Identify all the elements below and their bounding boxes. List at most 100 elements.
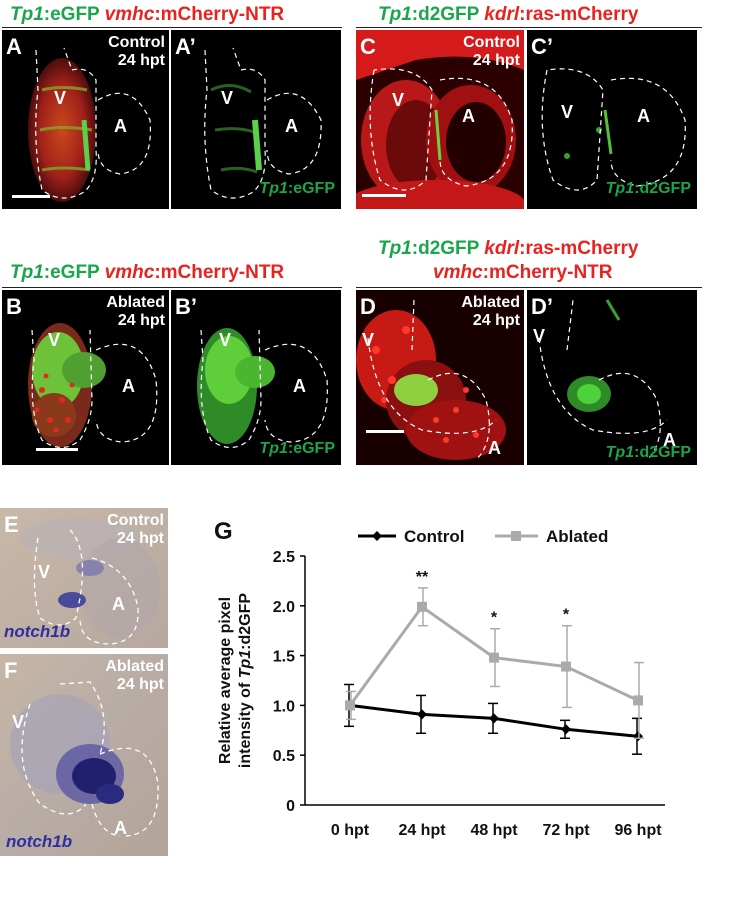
y-tick-label: 0.5 [273, 748, 295, 765]
y-axis-label: Relative average pixel [217, 597, 234, 764]
header-rule [356, 287, 702, 288]
panel-time: 24 hpt [117, 52, 165, 69]
line-chart: G 0 0.5 1.0 1.5 2.0 2.5 0 hpt 24 hpt 48 hpt 72 hpt… [214, 518, 665, 839]
panel-c-image [356, 30, 524, 209]
panel-letter: B [6, 294, 22, 319]
header-rule [356, 27, 702, 28]
scale-bar [12, 195, 50, 198]
significance-label: * [563, 607, 570, 624]
header-seg: Tp1 [10, 4, 44, 25]
panel-b-image [28, 323, 158, 449]
panel-time: 24 hpt [116, 530, 164, 547]
reporter-label: Tp1:d2GFP [605, 180, 691, 197]
reporter-label: Tp1:eGFP [259, 180, 335, 197]
atrium-label: A [112, 594, 125, 614]
header-mid-right-2: vmhc:mCherry-NTR [433, 262, 613, 284]
ventricle-label: V [221, 88, 234, 108]
significance-label: ** [416, 569, 429, 586]
probe-label: notch1b [4, 622, 71, 641]
ventricle-label: V [48, 330, 61, 350]
header-mid-right-1: Tp1:d2GFP kdrl:ras-mCherry [378, 238, 638, 260]
atrium-label: A [488, 438, 501, 458]
atrium-label: A [293, 376, 306, 396]
header-seg: :ras-mCherry [519, 238, 639, 259]
scale-bar [36, 448, 78, 451]
panel-letter: B’ [175, 294, 197, 319]
legend-ablated-label: Ablated [546, 527, 608, 546]
header-seg: Tp1 [378, 4, 412, 25]
panel-d: D Ablated 24 hpt V A [356, 290, 524, 465]
header-seg: kdrl [484, 4, 520, 25]
x-tick-label: 24 hpt [398, 822, 446, 839]
atrium-label: A [122, 376, 135, 396]
y-tick-label: 0 [286, 798, 295, 815]
panel-f: F Ablated 24 hpt V A notch1b [0, 654, 168, 856]
atrium-label: A [663, 430, 676, 450]
chart-panel-letter: G [214, 518, 233, 545]
panel-a-image [28, 47, 152, 202]
significance-label: * [491, 610, 498, 627]
probe-label: notch1b [6, 832, 73, 851]
panel-condition: Control [463, 34, 520, 51]
header-seg: :eGFP [43, 4, 105, 25]
y-tick-label: 1.5 [273, 649, 295, 666]
x-tick-label: 0 hpt [331, 822, 370, 839]
series-0-point [417, 709, 427, 720]
panel-condition: Control [108, 34, 165, 51]
series-1-point [561, 661, 571, 672]
panel-letter: C’ [531, 34, 553, 59]
panel-b-prime: B’ V A Tp1:eGFP [171, 290, 341, 465]
x-tick-label: 96 hpt [614, 822, 662, 839]
panel-b-prime-image [197, 328, 328, 449]
header-seg: Tp1 [10, 262, 44, 283]
ventricle-label: V [392, 90, 405, 110]
header-seg: kdrl [484, 238, 520, 259]
legend-ablated-marker [511, 531, 521, 541]
x-tick-label: 48 hpt [470, 822, 518, 839]
panel-c: C Control 24 hpt V A [356, 30, 524, 209]
legend-control-label: Control [404, 527, 464, 546]
panel-condition: Ablated [461, 294, 520, 311]
scale-bar [362, 194, 406, 197]
header-top-left: Tp1:eGFP vmhc:mCherry-NTR [10, 4, 284, 26]
header-seg: :d2GFP [411, 238, 485, 259]
series-0-point [633, 731, 643, 742]
ventricle-label: V [54, 88, 67, 108]
header-seg: :ras-mCherry [519, 4, 639, 25]
panel-letter: A’ [175, 34, 196, 59]
series-1-point [345, 700, 355, 711]
panel-condition: Control [107, 512, 164, 529]
reporter-label: Tp1:eGFP [259, 440, 335, 457]
series-1-point [417, 601, 427, 612]
header-top-right: Tp1:d2GFP kdrl:ras-mCherry [378, 4, 638, 26]
series-0-point [561, 724, 571, 735]
panel-c-prime-image [541, 68, 686, 191]
panel-letter: A [6, 34, 22, 59]
scale-bar [366, 430, 404, 433]
panel-letter: E [4, 512, 19, 537]
panel-a: A Control 24 hpt V A [2, 30, 169, 209]
series-1-point [633, 695, 643, 706]
panel-a-prime: A’ V A Tp1:eGFP [171, 30, 341, 209]
header-seg: vmhc [104, 4, 155, 25]
atrium-label: A [462, 106, 475, 126]
panel-letter: D [360, 294, 376, 319]
legend-control-marker [372, 531, 382, 541]
y-tick-label: 1.0 [273, 698, 295, 715]
panel-time: 24 hpt [472, 312, 520, 329]
header-seg: vmhc [433, 262, 483, 283]
header-seg: :mCherry-NTR [154, 262, 285, 283]
series-0-point [489, 713, 499, 724]
header-seg: vmhc [104, 262, 155, 283]
ventricle-label: V [362, 330, 375, 350]
y-tick-label: 2.0 [273, 599, 295, 616]
panel-condition: Ablated [105, 658, 164, 675]
header-seg: Tp1 [378, 238, 412, 259]
x-tick-label: 72 hpt [542, 822, 590, 839]
ventricle-label: V [561, 102, 574, 122]
ventricle-label: V [219, 330, 232, 350]
panel-time: 24 hpt [472, 52, 520, 69]
panel-letter: C [360, 34, 376, 59]
header-seg: :d2GFP [411, 4, 485, 25]
reporter-label: Tp1:d2GFP [605, 444, 691, 461]
